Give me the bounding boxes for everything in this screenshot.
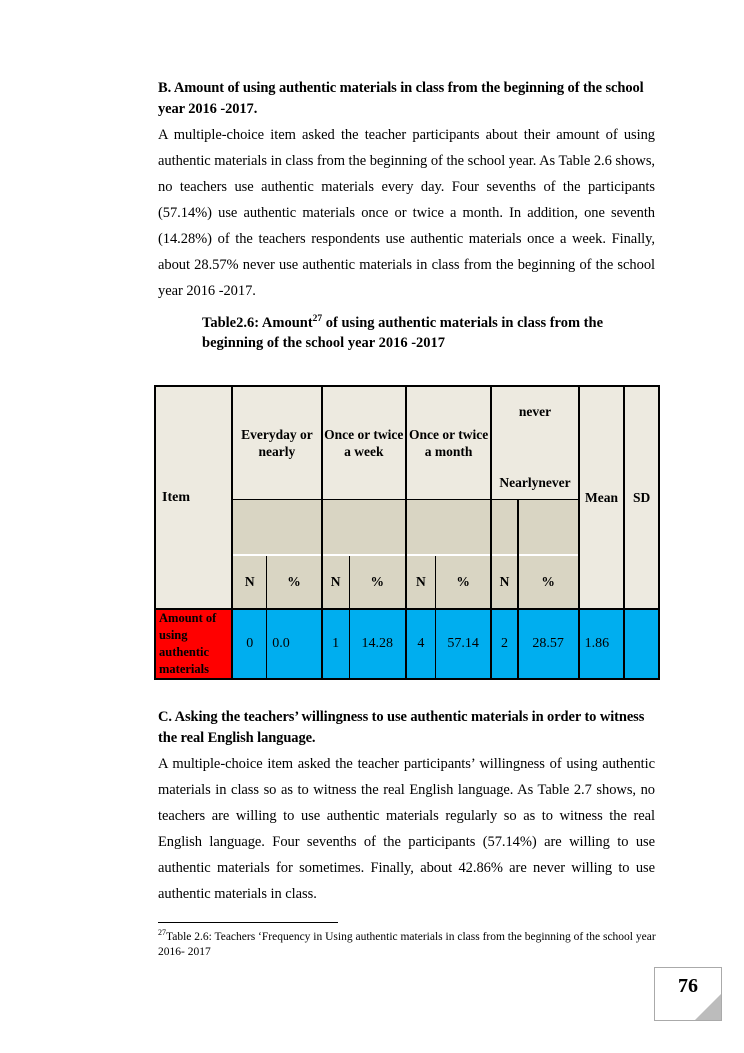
header-month-pct: % xyxy=(434,554,492,610)
header-everyday-pct: % xyxy=(266,554,323,610)
band-everyday-pct xyxy=(266,499,323,556)
header-everyday-n: N xyxy=(231,554,268,610)
section-b-block: B. Amount of using authentic materials i… xyxy=(158,78,655,304)
page-number: 76 xyxy=(678,975,698,997)
header-never-bottom: Nearlynever xyxy=(499,475,571,490)
header-month-n: N xyxy=(404,554,436,610)
page-curl-icon xyxy=(695,994,721,1020)
footnote: 27Table 2.6: Teachers ‘Frequency in Usin… xyxy=(158,928,658,960)
band-never-pct xyxy=(516,499,580,556)
header-group-never: never Nearlynever xyxy=(490,385,580,500)
section-c-heading: C. Asking the teachers’ willingness to u… xyxy=(158,709,645,747)
cell-sd xyxy=(623,608,660,680)
header-never-n: N xyxy=(490,554,519,610)
band-never-n xyxy=(490,499,518,556)
header-group-week: Once or twice a week xyxy=(320,385,407,500)
header-never-top: never xyxy=(518,404,552,419)
table-header-groups: Item Everyday or nearly Once or twice a … xyxy=(153,385,660,610)
band-month-pct xyxy=(435,499,492,556)
header-group-everyday: Everyday or nearly xyxy=(231,385,323,500)
table-header-npct: N % N % N % N % xyxy=(155,554,659,610)
cell-week-n: 1 xyxy=(320,608,350,680)
table-2-6: Item Everyday or nearly Once or twice a … xyxy=(153,385,660,680)
header-mean: Mean xyxy=(577,385,625,610)
header-never-pct: % xyxy=(516,554,580,610)
section-c-paragraph: A multiple-choice item asked the teacher… xyxy=(158,756,655,903)
section-b-heading: B. Amount of using authentic materials i… xyxy=(158,80,644,118)
header-week-pct: % xyxy=(348,554,407,610)
cell-month-n: 4 xyxy=(404,608,436,680)
footnote-marker: 27 xyxy=(158,928,166,938)
band-week-n xyxy=(320,499,350,556)
footnote-separator xyxy=(158,922,338,923)
header-item: Item xyxy=(153,385,233,610)
band-week-pct xyxy=(349,499,407,556)
section-b-paragraph: A multiple-choice item asked the teacher… xyxy=(158,127,655,300)
cell-week-pct: 14.28 xyxy=(348,608,407,680)
caption-suffix: of using authentic materials in class fr… xyxy=(202,315,604,351)
table-row: Amount of using authentic materials 0 0.… xyxy=(153,608,660,680)
cell-month-pct: 57.14 xyxy=(434,608,492,680)
cell-never-n: 2 xyxy=(490,608,519,680)
caption-footnote-marker: 27 xyxy=(312,314,323,325)
page-number-box: 76 xyxy=(654,967,722,1021)
cell-everyday-n: 0 xyxy=(231,608,268,680)
header-week-n: N xyxy=(320,554,350,610)
table-header-band xyxy=(155,499,659,556)
header-sd: SD xyxy=(623,385,660,610)
band-everyday-n xyxy=(231,499,267,556)
cell-everyday-pct: 0.0 xyxy=(266,608,323,680)
data-table: Item Everyday or nearly Once or twice a … xyxy=(153,385,660,680)
cell-never-pct: 28.57 xyxy=(516,608,580,680)
section-c-block: C. Asking the teachers’ willingness to u… xyxy=(158,707,655,907)
band-month-n xyxy=(404,499,436,556)
row-label: Amount of using authentic materials xyxy=(153,608,233,680)
caption-prefix: Table2.6: Amount xyxy=(202,315,313,331)
cell-mean: 1.86 xyxy=(577,608,625,680)
table-caption: Table2.6: Amount27 of using authentic ma… xyxy=(158,313,655,353)
footnote-text: Table 2.6: Teachers ‘Frequency in Using … xyxy=(158,931,656,958)
header-group-month: Once or twice a month xyxy=(404,385,492,500)
